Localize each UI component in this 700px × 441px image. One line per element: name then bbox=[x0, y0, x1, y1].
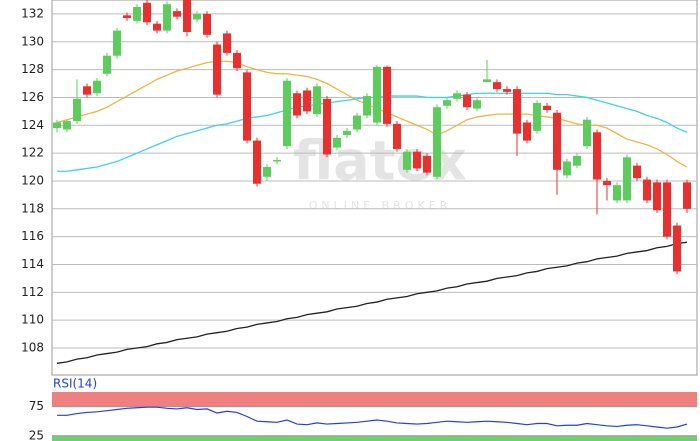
candle-body bbox=[153, 23, 161, 31]
candle-body bbox=[103, 55, 111, 74]
watermark-sub: ONLINE BROKER bbox=[309, 199, 452, 212]
candle-body bbox=[653, 182, 661, 211]
candle-body bbox=[293, 93, 301, 116]
candle-body bbox=[433, 107, 441, 177]
candle-body bbox=[573, 155, 581, 166]
candle-body bbox=[363, 96, 371, 116]
candle-body bbox=[393, 123, 401, 149]
candle-body bbox=[283, 80, 291, 147]
lower-band bbox=[52, 435, 697, 441]
upper-band bbox=[52, 392, 697, 407]
y-tick-label: 126 bbox=[21, 90, 44, 104]
y-tick-label: 128 bbox=[21, 62, 44, 76]
candle-body bbox=[593, 132, 601, 180]
rsi-line bbox=[57, 406, 688, 429]
y-tick-label: 120 bbox=[21, 173, 44, 187]
candle-body bbox=[173, 11, 181, 17]
y-tick-label: 114 bbox=[21, 257, 44, 271]
candle-body bbox=[383, 66, 391, 124]
moving-average bbox=[56, 241, 688, 364]
candle-body bbox=[213, 44, 221, 95]
candle-body bbox=[133, 6, 141, 21]
candle-body bbox=[583, 119, 591, 147]
candle-body bbox=[423, 155, 431, 173]
candle-body bbox=[303, 90, 311, 112]
y-tick-label: 116 bbox=[21, 229, 44, 243]
candle-body bbox=[553, 112, 561, 170]
candle-body bbox=[603, 180, 611, 186]
candle-body bbox=[93, 80, 101, 94]
candle-body bbox=[523, 122, 531, 141]
candle-body bbox=[263, 167, 271, 177]
candle-body bbox=[183, 0, 191, 33]
candle-body bbox=[503, 89, 511, 92]
candle-body bbox=[163, 4, 171, 31]
y-tick-label: 130 bbox=[21, 34, 44, 48]
candle-body bbox=[353, 115, 361, 130]
panel-title: RSI(14) bbox=[53, 377, 97, 391]
candle-body bbox=[663, 182, 671, 237]
candle-body bbox=[533, 103, 541, 131]
candle-body bbox=[343, 130, 351, 136]
y-tick-label: 75 bbox=[29, 399, 44, 413]
candle-body bbox=[273, 160, 281, 162]
candle-body bbox=[623, 157, 631, 201]
candle-body bbox=[203, 13, 211, 35]
y-tick-label: 124 bbox=[21, 118, 44, 132]
candle-body bbox=[403, 151, 411, 170]
candle-body bbox=[483, 79, 491, 83]
candle-body bbox=[413, 151, 421, 169]
candle-body bbox=[453, 93, 461, 99]
y-tick-label: 112 bbox=[21, 285, 44, 299]
candle-body bbox=[223, 33, 231, 53]
y-tick-label: 122 bbox=[21, 146, 44, 160]
candle-body bbox=[73, 98, 81, 122]
y-tick-label: 25 bbox=[29, 428, 44, 441]
candle-body bbox=[123, 15, 131, 19]
candle-body bbox=[443, 100, 451, 106]
candle-body bbox=[63, 121, 71, 130]
candle-body bbox=[563, 161, 571, 176]
candle-body bbox=[333, 137, 341, 148]
y-tick-label: 132 bbox=[21, 6, 44, 20]
candle-body bbox=[313, 86, 321, 115]
candle-body bbox=[633, 165, 641, 179]
candle-body bbox=[323, 98, 331, 155]
candle-body bbox=[113, 30, 121, 56]
candle-body bbox=[83, 86, 91, 95]
moving-average bbox=[57, 92, 688, 172]
candle-body bbox=[513, 89, 521, 134]
candle-body bbox=[543, 105, 551, 110]
candle-body bbox=[53, 122, 61, 129]
candle-body bbox=[233, 52, 241, 69]
candle-body bbox=[243, 72, 251, 141]
y-tick-label: 108 bbox=[21, 340, 44, 354]
candle-body bbox=[463, 94, 471, 108]
candle-body bbox=[193, 13, 201, 20]
plot-frame bbox=[51, 0, 698, 376]
candle-body bbox=[673, 225, 681, 272]
candle-body bbox=[683, 182, 691, 209]
y-tick-label: 118 bbox=[21, 201, 44, 215]
candle-body bbox=[373, 66, 381, 123]
moving-average bbox=[56, 60, 688, 168]
candle-body bbox=[613, 185, 621, 201]
candle-body bbox=[643, 179, 651, 201]
candle-body bbox=[143, 2, 151, 23]
candle-body bbox=[253, 140, 261, 184]
y-tick-label: 110 bbox=[21, 313, 44, 327]
candle-body bbox=[493, 82, 501, 90]
candle-body bbox=[473, 100, 481, 109]
